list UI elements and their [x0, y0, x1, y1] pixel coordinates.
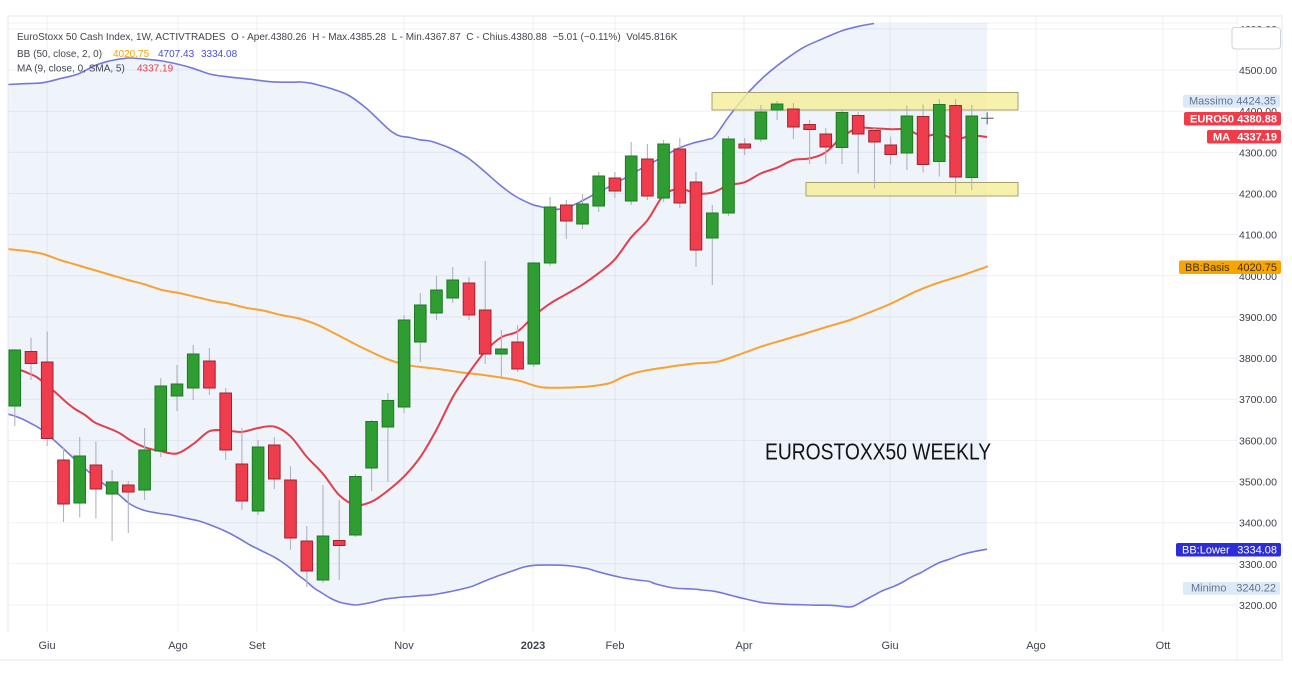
svg-text:4424.35: 4424.35 [1236, 95, 1276, 107]
svg-text:3334.08: 3334.08 [201, 49, 238, 60]
svg-text:3240.22: 3240.22 [1236, 583, 1276, 595]
svg-text:3800.00: 3800.00 [1239, 353, 1277, 365]
svg-text:4337.19: 4337.19 [1237, 131, 1277, 143]
svg-text:Ago: Ago [168, 640, 188, 652]
svg-text:4337.19: 4337.19 [137, 64, 174, 75]
svg-text:4380.88: 4380.88 [1237, 113, 1277, 125]
svg-text:4020.75: 4020.75 [113, 49, 150, 60]
svg-text:EUROSTOXX50 WEEKLY: EUROSTOXX50 WEEKLY [765, 439, 991, 465]
svg-text:4100.00: 4100.00 [1239, 230, 1277, 242]
svg-text:Massimo: Massimo [1189, 95, 1233, 107]
svg-text:4707.43: 4707.43 [158, 49, 195, 60]
svg-text:3334.08: 3334.08 [1237, 544, 1277, 556]
svg-text:EuroStoxx 50 Cash Index, 1W, A: EuroStoxx 50 Cash Index, 1W, ACTIVTRADES… [17, 32, 678, 43]
svg-text:Minimo: Minimo [1191, 583, 1226, 595]
svg-text:BB (50, close, 2, 0): BB (50, close, 2, 0) [17, 49, 102, 60]
svg-text:Giu: Giu [38, 640, 55, 652]
svg-text:Set: Set [249, 640, 266, 652]
svg-text:3200.00: 3200.00 [1239, 600, 1277, 612]
svg-text:4020.75: 4020.75 [1237, 262, 1277, 274]
svg-text:MA (9, close, 0, SMA, 5): MA (9, close, 0, SMA, 5) [17, 64, 125, 75]
svg-text:BB:Basis: BB:Basis [1185, 262, 1230, 274]
svg-text:Nov: Nov [394, 640, 414, 652]
svg-text:3900.00: 3900.00 [1239, 312, 1277, 324]
svg-text:Ott: Ott [1156, 640, 1171, 652]
svg-text:BB:Lower: BB:Lower [1182, 544, 1230, 556]
svg-text:MA: MA [1213, 131, 1230, 143]
svg-text:3600.00: 3600.00 [1239, 435, 1277, 447]
svg-text:EURO50: EURO50 [1190, 113, 1234, 125]
svg-text:4200.00: 4200.00 [1239, 189, 1277, 201]
svg-text:3400.00: 3400.00 [1239, 518, 1277, 530]
svg-text:4500.00: 4500.00 [1239, 65, 1277, 77]
svg-text:Apr: Apr [735, 640, 752, 652]
svg-text:2023: 2023 [521, 640, 545, 652]
svg-text:Feb: Feb [606, 640, 625, 652]
svg-text:3700.00: 3700.00 [1239, 394, 1277, 406]
svg-text:3300.00: 3300.00 [1239, 559, 1277, 571]
svg-text:4300.00: 4300.00 [1239, 147, 1277, 159]
svg-text:Ago: Ago [1026, 640, 1046, 652]
svg-text:3500.00: 3500.00 [1239, 477, 1277, 489]
svg-text:Giu: Giu [881, 640, 898, 652]
